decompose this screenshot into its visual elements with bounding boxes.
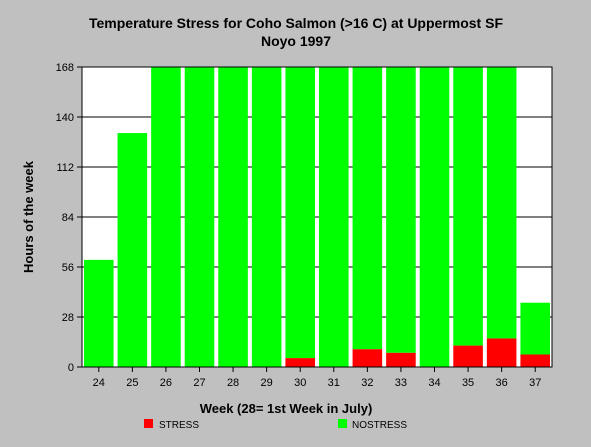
bar-stress-week-32	[352, 349, 383, 367]
bar-nostress-week-25	[117, 133, 148, 367]
bar-stress-week-33	[386, 352, 416, 367]
x-tick-label: 31	[328, 377, 340, 389]
bar-nostress-week-33	[386, 67, 416, 353]
bar-nostress-week-35	[453, 67, 483, 346]
chart-title: Temperature Stress for Coho Salmon (>16 …	[89, 15, 503, 31]
bar-nostress-week-34	[419, 67, 450, 367]
x-tick-label: 34	[428, 377, 440, 389]
bar-nostress-week-37	[520, 302, 550, 355]
y-axis-title: Hours of the week	[21, 160, 36, 273]
x-tick-label: 28	[227, 377, 239, 389]
bar-nostress-week-29	[251, 67, 282, 367]
x-tick-label: 29	[261, 377, 273, 389]
legend-swatch-nostress	[338, 419, 347, 428]
x-tick-label: 27	[193, 377, 205, 389]
legend-swatch-stress	[144, 419, 153, 428]
legend-label-stress: STRESS	[159, 420, 199, 431]
y-tick-label: 140	[56, 112, 74, 124]
x-tick-label: 25	[126, 377, 138, 389]
y-tick-label: 84	[62, 212, 74, 224]
x-axis-ticks: 24 25 26 27 28 29 30 31 32 33 34 35 36 37	[93, 367, 541, 389]
chart-subtitle: Noyo 1997	[261, 33, 331, 49]
bar-stress-week-30	[285, 358, 315, 367]
y-tick-label: 112	[56, 162, 74, 174]
y-tick-label: 56	[62, 262, 74, 274]
x-tick-label: 30	[294, 377, 306, 389]
x-tick-label: 26	[160, 377, 172, 389]
bar-nostress-week-31	[319, 67, 349, 367]
legend: STRESS NOSTRESS	[144, 419, 407, 431]
bar-nostress-week-36	[486, 67, 517, 339]
x-tick-label: 24	[93, 377, 105, 389]
bar-nostress-week-28	[218, 67, 248, 367]
bar-nostress-week-24	[84, 259, 114, 367]
bars	[84, 67, 550, 367]
y-tick-label: 28	[62, 312, 74, 324]
bar-stress-week-36	[486, 338, 517, 367]
x-tick-label: 32	[361, 377, 373, 389]
legend-label-nostress: NOSTRESS	[352, 420, 407, 431]
bar-nostress-week-32	[352, 67, 383, 350]
x-tick-label: 36	[496, 377, 508, 389]
bar-stress-week-37	[520, 354, 550, 367]
x-tick-label: 35	[462, 377, 474, 389]
y-tick-label: 168	[56, 62, 74, 74]
y-tick-label: 0	[68, 362, 74, 374]
bar-nostress-week-30	[285, 67, 315, 359]
bar-nostress-week-26	[151, 67, 181, 367]
x-tick-label: 37	[529, 377, 541, 389]
x-axis-title: Week (28= 1st Week in July)	[200, 401, 373, 416]
bar-nostress-week-27	[184, 67, 215, 367]
y-axis-ticks: 0 28 56 84 112 140 168	[56, 62, 82, 374]
bar-stress-week-35	[453, 345, 483, 367]
x-tick-label: 33	[395, 377, 407, 389]
